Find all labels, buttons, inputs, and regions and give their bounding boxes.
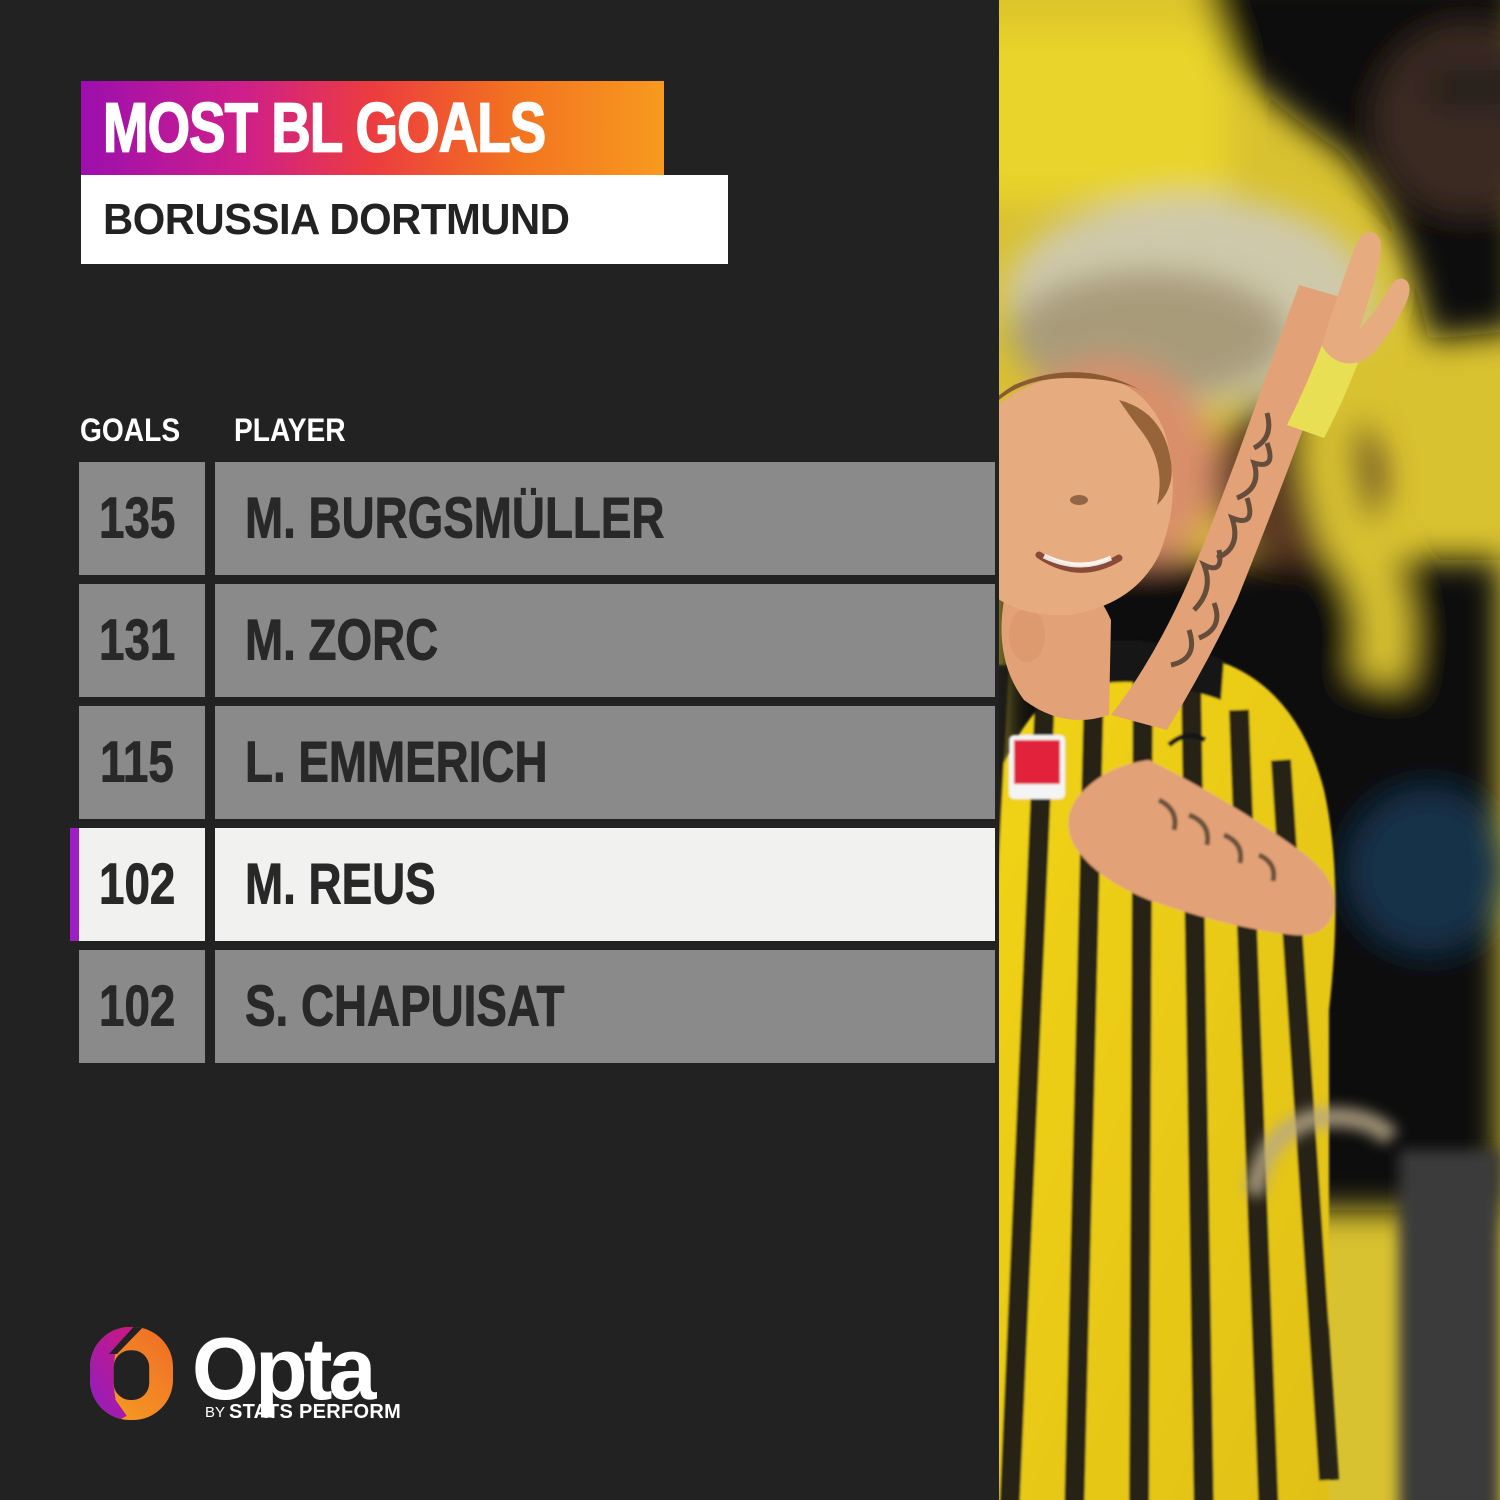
svg-text:BY: BY — [205, 1404, 225, 1421]
svg-text:STATS PERFORM: STATS PERFORM — [229, 1401, 401, 1423]
